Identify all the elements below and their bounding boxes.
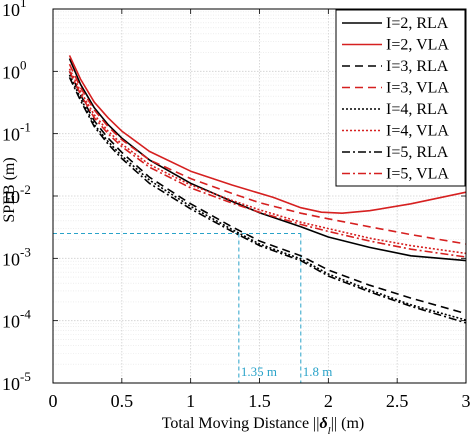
y-tick-label: 101 xyxy=(2,0,27,20)
x-tick-label: 1.5 xyxy=(248,391,271,411)
legend: I=2, RLA I=2, VLA I=3, RLA I=3, VLA I=4, RLA… xyxy=(335,9,466,187)
y-tick-label: 10-5 xyxy=(2,369,31,394)
series-line xyxy=(68,77,467,324)
x-axis-label: Total Moving Distance ||δl|| (m) xyxy=(162,415,364,435)
series-line xyxy=(68,70,467,258)
x-tick-label: 0 xyxy=(49,391,58,411)
y-tick-label: 10-4 xyxy=(2,307,31,332)
reference-lines: 1.35 m 1.8 m xyxy=(53,233,333,383)
x-tick-label: 2 xyxy=(324,391,333,411)
x-tick-labels: 0 0.5 1 1.5 2 2.5 3 xyxy=(49,391,471,411)
y-tick-labels: 101 100 10-1 10-2 10-3 10-4 10-5 xyxy=(2,0,31,394)
legend-label: I=5, VLA xyxy=(386,166,449,183)
series-lines xyxy=(68,55,467,324)
series-line xyxy=(68,74,467,321)
x-tick-label: 1 xyxy=(186,391,195,411)
series-line xyxy=(68,68,467,255)
legend-label: I=5, RLA xyxy=(386,144,449,161)
y-tick-label: 10-3 xyxy=(2,244,31,269)
marker-label: 1.8 m xyxy=(303,364,333,379)
legend-label: I=3, RLA xyxy=(386,58,449,75)
legend-label: I=4, VLA xyxy=(386,123,449,140)
series-line xyxy=(68,63,467,245)
legend-label: I=3, VLA xyxy=(386,80,449,97)
marker-label: 1.35 m xyxy=(241,364,277,379)
y-tick-label: 100 xyxy=(2,57,27,82)
legend-label: I=2, VLA xyxy=(386,37,449,54)
legend-label: I=2, RLA xyxy=(386,15,449,32)
x-tick-label: 2.5 xyxy=(386,391,409,411)
legend-label: I=4, RLA xyxy=(386,101,449,118)
y-tick-label: 10-1 xyxy=(2,120,31,145)
series-line xyxy=(68,70,467,315)
series-line xyxy=(68,58,467,262)
x-tick-label: 0.5 xyxy=(111,391,134,411)
y-tick-label: 10-2 xyxy=(2,182,31,207)
legend-box xyxy=(335,9,466,187)
y-axis-label: SPEB (m) xyxy=(1,157,18,222)
x-tick-label: 3 xyxy=(462,391,471,411)
series-line xyxy=(68,55,467,214)
